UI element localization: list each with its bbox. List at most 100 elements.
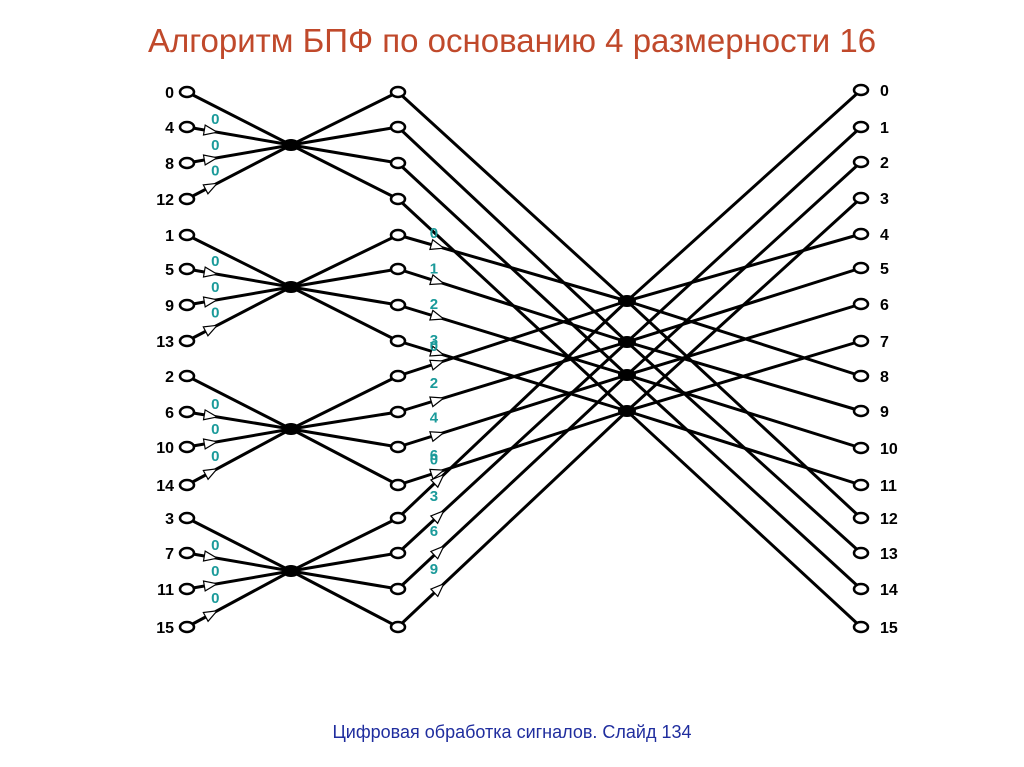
twiddle-arrow-stage2 — [429, 309, 446, 321]
twiddle-arrow-stage2 — [429, 431, 446, 443]
input-node — [178, 546, 196, 560]
twiddle-label-stage1: 0 — [211, 304, 219, 321]
twiddle-arrow-stage2 — [429, 345, 446, 357]
stage1-line-out — [290, 516, 399, 573]
twiddle-arrow-stage1 — [202, 467, 219, 481]
stage1-line-out — [290, 569, 399, 629]
input-node — [178, 582, 196, 596]
stage1-line-out — [290, 427, 399, 487]
intermediate-node — [389, 262, 407, 276]
intermediate-node — [389, 228, 407, 242]
twiddle-arrows — [202, 124, 446, 623]
intermediate-node — [389, 620, 407, 634]
output-index-label: 5 — [880, 261, 889, 278]
output-node — [852, 191, 870, 205]
input-index-label: 2 — [165, 369, 174, 386]
twiddle-arrow-stage1 — [202, 580, 219, 592]
butterfly-node — [618, 405, 636, 417]
input-index-label: 6 — [165, 405, 174, 422]
twiddle-arrow-stage2 — [429, 473, 446, 489]
twiddle-label-stage2: 3 — [430, 332, 438, 349]
twiddle-arrow-stage2 — [429, 468, 446, 480]
input-index-label: 5 — [165, 262, 174, 279]
butterfly-node — [618, 295, 636, 307]
twiddle-arrow-stage2 — [429, 582, 446, 598]
page-title: Алгоритм БПФ по основанию 4 размерности … — [147, 22, 877, 59]
twiddle-arrow-stage2 — [429, 238, 446, 251]
output-index-label: 0 — [880, 83, 889, 100]
butterfly-node — [618, 369, 636, 381]
intermediate-node — [389, 334, 407, 348]
output-index-label: 11 — [880, 478, 897, 495]
input-node — [178, 511, 196, 525]
twiddle-label-stage2: 2 — [430, 375, 438, 392]
input-node — [178, 440, 196, 454]
stage2-line-out — [625, 125, 863, 344]
twiddle-label-stage1: 0 — [211, 111, 219, 128]
input-node — [178, 85, 196, 99]
twiddle-arrow-stage2 — [429, 273, 446, 286]
intermediate-node — [389, 369, 407, 383]
input-index-label: 12 — [156, 192, 174, 209]
stage2-line-out — [626, 409, 862, 487]
twiddle-label-stage1: 0 — [211, 421, 219, 438]
input-index-label: 4 — [165, 120, 174, 137]
output-index-label: 6 — [880, 297, 889, 314]
intermediate-node — [389, 298, 407, 312]
output-index-label: 1 — [880, 120, 889, 137]
twiddle-arrow-stage1 — [202, 438, 219, 450]
twiddle-arrow-stage2 — [429, 396, 446, 408]
stage2-line-out — [625, 196, 863, 413]
twiddle-arrow-stage1 — [202, 324, 219, 337]
output-node — [852, 620, 870, 634]
twiddle-label-stage2: 0 — [430, 452, 438, 469]
input-index-label: 11 — [157, 582, 174, 599]
twiddle-label-stage2: 6 — [430, 447, 438, 464]
output-index-label: 12 — [880, 511, 898, 528]
input-index-label: 8 — [165, 156, 174, 173]
twiddle-arrow-stage1 — [202, 550, 219, 562]
twiddle-label-stage1: 0 — [211, 563, 219, 580]
stage1-line-out — [290, 285, 399, 307]
twiddle-arrow-stage1 — [202, 408, 219, 421]
output-node — [852, 582, 870, 596]
signal-lines — [186, 88, 863, 629]
butterfly-node — [282, 423, 300, 435]
input-node — [178, 228, 196, 242]
twiddle-label-stage1: 0 — [211, 448, 219, 465]
twiddle-arrow-stage2 — [429, 359, 446, 371]
input-node — [178, 156, 196, 170]
output-index-label: 14 — [880, 582, 898, 599]
twiddle-label-stage1: 0 — [211, 396, 219, 413]
output-index-label: 7 — [880, 334, 889, 351]
intermediate-node — [389, 546, 407, 560]
stage1-line-in — [186, 569, 292, 629]
input-node — [178, 298, 196, 312]
output-node — [852, 155, 870, 169]
intermediate-node — [389, 511, 407, 525]
output-index-label: 10 — [880, 441, 898, 458]
intermediate-node — [389, 156, 407, 170]
input-node — [178, 405, 196, 419]
output-index-label: 2 — [880, 155, 889, 172]
intermediate-node — [389, 405, 407, 419]
output-node — [852, 546, 870, 560]
stage1-line-out — [290, 374, 399, 431]
intermediate-node — [389, 85, 407, 99]
stage1-line-out — [290, 427, 399, 449]
butterfly-node — [618, 336, 636, 348]
stage1-line-in — [186, 143, 292, 201]
twiddle-arrow-stage1 — [202, 154, 219, 166]
butterfly-node — [282, 281, 300, 293]
stage2-line-out — [625, 373, 863, 591]
stage1-line-out — [290, 233, 399, 289]
stage1-line-in — [186, 516, 292, 573]
stage1-line-out — [290, 267, 399, 289]
input-index-label: 7 — [165, 546, 174, 563]
nodes — [178, 83, 870, 634]
output-node — [852, 334, 870, 348]
slide-footer: Цифровая обработка сигналов. Слайд 134 — [332, 722, 692, 742]
input-node — [178, 620, 196, 634]
stage2-line-out — [625, 88, 863, 303]
twiddle-label-stage2: 0 — [430, 225, 438, 242]
